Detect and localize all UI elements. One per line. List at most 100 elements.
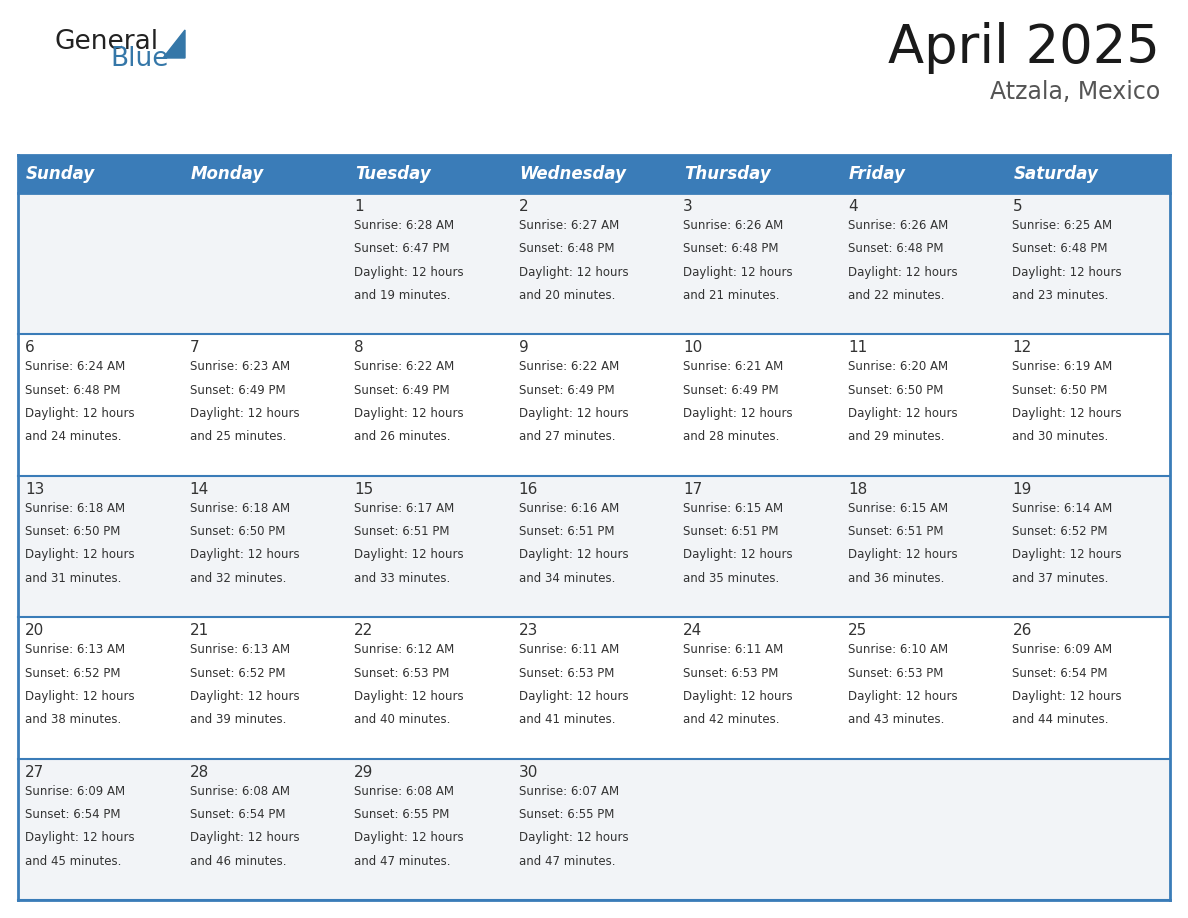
Text: Sunset: 6:50 PM: Sunset: 6:50 PM — [1012, 384, 1107, 397]
Text: and 37 minutes.: and 37 minutes. — [1012, 572, 1108, 585]
Text: Sunrise: 6:13 AM: Sunrise: 6:13 AM — [190, 644, 290, 656]
Bar — [347, 155, 512, 193]
Text: Sunset: 6:48 PM: Sunset: 6:48 PM — [519, 242, 614, 255]
Text: Sunset: 6:51 PM: Sunset: 6:51 PM — [519, 525, 614, 538]
Text: Monday: Monday — [190, 165, 264, 183]
Text: 3: 3 — [683, 199, 693, 214]
Text: Friday: Friday — [849, 165, 906, 183]
Text: Daylight: 12 hours: Daylight: 12 hours — [354, 832, 463, 845]
Text: Sunset: 6:52 PM: Sunset: 6:52 PM — [190, 666, 285, 679]
Text: Sunrise: 6:22 AM: Sunrise: 6:22 AM — [519, 361, 619, 374]
Text: 11: 11 — [848, 341, 867, 355]
Bar — [676, 155, 841, 193]
Bar — [18, 334, 1170, 476]
Text: Daylight: 12 hours: Daylight: 12 hours — [1012, 548, 1121, 562]
Text: Sunset: 6:51 PM: Sunset: 6:51 PM — [848, 525, 943, 538]
Text: Sunset: 6:55 PM: Sunset: 6:55 PM — [519, 808, 614, 821]
Text: Blue: Blue — [110, 46, 169, 72]
Text: Sunset: 6:49 PM: Sunset: 6:49 PM — [354, 384, 450, 397]
Text: Sunset: 6:50 PM: Sunset: 6:50 PM — [25, 525, 120, 538]
Text: Daylight: 12 hours: Daylight: 12 hours — [354, 689, 463, 703]
Text: 8: 8 — [354, 341, 364, 355]
Text: and 22 minutes.: and 22 minutes. — [848, 289, 944, 302]
Text: and 26 minutes.: and 26 minutes. — [354, 431, 450, 443]
Text: Daylight: 12 hours: Daylight: 12 hours — [848, 689, 958, 703]
Text: Daylight: 12 hours: Daylight: 12 hours — [519, 689, 628, 703]
Text: Sunrise: 6:16 AM: Sunrise: 6:16 AM — [519, 502, 619, 515]
Text: and 38 minutes.: and 38 minutes. — [25, 713, 121, 726]
Text: Sunset: 6:50 PM: Sunset: 6:50 PM — [190, 525, 285, 538]
Text: 10: 10 — [683, 341, 702, 355]
Text: and 39 minutes.: and 39 minutes. — [190, 713, 286, 726]
Text: Sunset: 6:53 PM: Sunset: 6:53 PM — [519, 666, 614, 679]
Text: Daylight: 12 hours: Daylight: 12 hours — [519, 407, 628, 420]
Text: Daylight: 12 hours: Daylight: 12 hours — [683, 265, 792, 279]
Text: Daylight: 12 hours: Daylight: 12 hours — [354, 407, 463, 420]
Bar — [18, 193, 1170, 334]
Text: Sunset: 6:50 PM: Sunset: 6:50 PM — [848, 384, 943, 397]
Text: Sunset: 6:48 PM: Sunset: 6:48 PM — [1012, 242, 1108, 255]
Text: Sunset: 6:49 PM: Sunset: 6:49 PM — [519, 384, 614, 397]
Text: Sunrise: 6:23 AM: Sunrise: 6:23 AM — [190, 361, 290, 374]
Text: 15: 15 — [354, 482, 373, 497]
Text: Daylight: 12 hours: Daylight: 12 hours — [190, 407, 299, 420]
Text: 18: 18 — [848, 482, 867, 497]
Text: and 41 minutes.: and 41 minutes. — [519, 713, 615, 726]
Text: 29: 29 — [354, 765, 373, 779]
Text: April 2025: April 2025 — [889, 22, 1159, 74]
Text: 5: 5 — [1012, 199, 1022, 214]
Text: and 42 minutes.: and 42 minutes. — [683, 713, 779, 726]
Text: Daylight: 12 hours: Daylight: 12 hours — [683, 407, 792, 420]
Text: Sunset: 6:48 PM: Sunset: 6:48 PM — [25, 384, 120, 397]
Text: Sunset: 6:48 PM: Sunset: 6:48 PM — [683, 242, 779, 255]
Text: Sunset: 6:52 PM: Sunset: 6:52 PM — [1012, 525, 1108, 538]
Text: and 47 minutes.: and 47 minutes. — [519, 855, 615, 868]
Text: Sunrise: 6:14 AM: Sunrise: 6:14 AM — [1012, 502, 1113, 515]
Text: and 40 minutes.: and 40 minutes. — [354, 713, 450, 726]
Text: 27: 27 — [25, 765, 44, 779]
Text: 16: 16 — [519, 482, 538, 497]
Text: and 45 minutes.: and 45 minutes. — [25, 855, 121, 868]
Text: and 30 minutes.: and 30 minutes. — [1012, 431, 1108, 443]
Text: Sunset: 6:49 PM: Sunset: 6:49 PM — [683, 384, 779, 397]
Text: Saturday: Saturday — [1013, 165, 1098, 183]
Text: Sunrise: 6:09 AM: Sunrise: 6:09 AM — [1012, 644, 1112, 656]
Bar — [18, 758, 1170, 900]
Text: and 20 minutes.: and 20 minutes. — [519, 289, 615, 302]
Text: and 28 minutes.: and 28 minutes. — [683, 431, 779, 443]
Text: and 23 minutes.: and 23 minutes. — [1012, 289, 1108, 302]
Text: Sunrise: 6:10 AM: Sunrise: 6:10 AM — [848, 644, 948, 656]
Text: 13: 13 — [25, 482, 44, 497]
Text: 26: 26 — [1012, 623, 1032, 638]
Text: 9: 9 — [519, 341, 529, 355]
Text: Sunset: 6:55 PM: Sunset: 6:55 PM — [354, 808, 449, 821]
Text: Sunset: 6:53 PM: Sunset: 6:53 PM — [354, 666, 449, 679]
Text: 23: 23 — [519, 623, 538, 638]
Bar — [1005, 155, 1170, 193]
Text: Sunrise: 6:26 AM: Sunrise: 6:26 AM — [848, 219, 948, 232]
Text: Sunrise: 6:09 AM: Sunrise: 6:09 AM — [25, 785, 125, 798]
Text: Sunset: 6:48 PM: Sunset: 6:48 PM — [848, 242, 943, 255]
Text: Daylight: 12 hours: Daylight: 12 hours — [848, 407, 958, 420]
Text: General: General — [55, 29, 159, 55]
Text: Sunrise: 6:15 AM: Sunrise: 6:15 AM — [683, 502, 783, 515]
Text: Wednesday: Wednesday — [519, 165, 627, 183]
Text: Daylight: 12 hours: Daylight: 12 hours — [683, 548, 792, 562]
Text: Sunrise: 6:12 AM: Sunrise: 6:12 AM — [354, 644, 454, 656]
Text: and 34 minutes.: and 34 minutes. — [519, 572, 615, 585]
Text: Daylight: 12 hours: Daylight: 12 hours — [848, 548, 958, 562]
Text: Sunrise: 6:15 AM: Sunrise: 6:15 AM — [848, 502, 948, 515]
Text: Sunset: 6:51 PM: Sunset: 6:51 PM — [683, 525, 779, 538]
Text: Sunset: 6:54 PM: Sunset: 6:54 PM — [190, 808, 285, 821]
Text: Sunrise: 6:17 AM: Sunrise: 6:17 AM — [354, 502, 454, 515]
Text: Sunrise: 6:27 AM: Sunrise: 6:27 AM — [519, 219, 619, 232]
Text: Sunrise: 6:26 AM: Sunrise: 6:26 AM — [683, 219, 784, 232]
Text: Sunrise: 6:18 AM: Sunrise: 6:18 AM — [25, 502, 125, 515]
Text: Daylight: 12 hours: Daylight: 12 hours — [25, 548, 134, 562]
Text: Daylight: 12 hours: Daylight: 12 hours — [25, 832, 134, 845]
Text: Daylight: 12 hours: Daylight: 12 hours — [354, 265, 463, 279]
Text: 22: 22 — [354, 623, 373, 638]
Text: 20: 20 — [25, 623, 44, 638]
Text: Daylight: 12 hours: Daylight: 12 hours — [1012, 407, 1121, 420]
Text: 7: 7 — [190, 341, 200, 355]
